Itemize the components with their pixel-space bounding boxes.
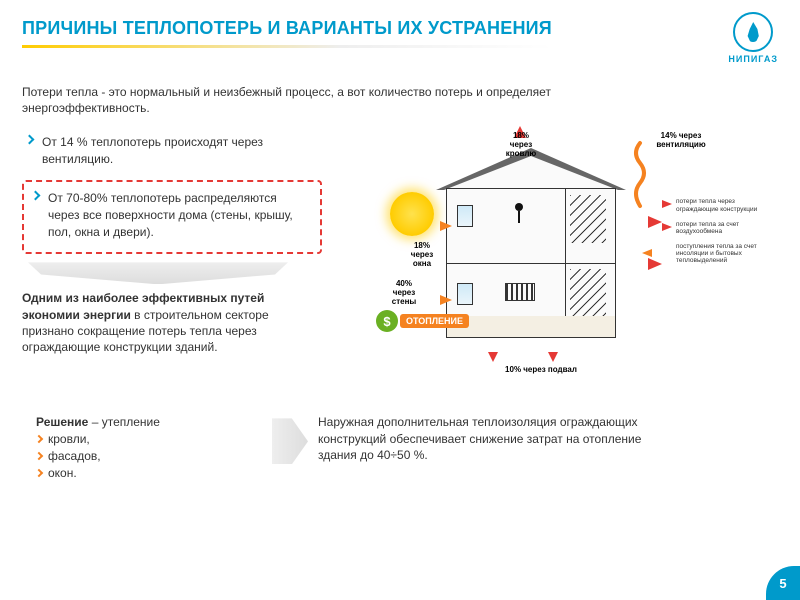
heating-badge: $ ОТОПЛЕНИЕ (376, 310, 469, 332)
solution-item-windows: окон. (36, 465, 262, 482)
highlighted-bullet-box: От 70-80% теплопотерь распределяются чер… (22, 180, 322, 254)
heating-pill-label: ОТОПЛЕНИЕ (400, 314, 469, 328)
label-walls: 40%черезстены (382, 280, 426, 306)
company-logo: НИПИГАЗ (728, 12, 778, 64)
chevron-icon (31, 191, 41, 201)
big-arrow-right-icon (272, 418, 308, 464)
chevron-icon (35, 435, 43, 443)
bottom-row: Решение – утепление кровли, фасадов, око… (22, 414, 778, 481)
person-icon (513, 203, 525, 227)
radiator-icon (505, 283, 535, 301)
right-column: 18%черезкровлю 14% черезвентиляцию 18%че… (332, 128, 778, 388)
label-roof: 18%черезкровлю (496, 132, 546, 158)
insolation-arrow-1 (412, 220, 452, 232)
legend-text-3: поступления тепла за счет инсоляции и бы… (676, 243, 760, 264)
bullet-envelope-text: От 70-80% теплопотерь распределяются чер… (48, 191, 293, 239)
legend-text-1: потери тепла через ограждающие конструкц… (676, 198, 760, 212)
flame-icon (733, 12, 773, 52)
solution-item-roof: кровли, (36, 431, 262, 448)
chevron-icon (35, 469, 43, 477)
solution-tail: – утепление (88, 415, 160, 429)
big-arrow-down-icon (28, 262, 288, 284)
staircase (565, 189, 611, 337)
effective-paragraph: Одним из наиболее эффективных путей экон… (22, 290, 322, 355)
title-wrap: ПРИЧИНЫ ТЕПЛОПОТЕРЬ И ВАРИАНТЫ ИХ УСТРАН… (22, 18, 552, 48)
header: ПРИЧИНЫ ТЕПЛОПОТЕРЬ И ВАРИАНТЫ ИХ УСТРАН… (22, 18, 778, 64)
diagram-legend: потери тепла через ограждающие конструкц… (642, 198, 760, 272)
logo-text: НИПИГАЗ (728, 54, 778, 64)
bullet-vent-text: От 14 % теплопотерь происходят через вен… (42, 135, 263, 166)
heat-arrow-basement (546, 334, 560, 362)
roof-inner-shape (444, 156, 618, 190)
chevron-icon (25, 135, 35, 145)
main-columns: От 14 % теплопотерь происходят через вен… (22, 128, 778, 388)
bullet-envelope: От 70-80% теплопотерь распределяются чер… (28, 184, 316, 246)
intro-text: Потери тепла - это нормальный и неизбежн… (22, 84, 582, 116)
legend-text-2: потери тепла за счет воздухообмена (676, 221, 760, 235)
legend-row-envelope: потери тепла через ограждающие конструкц… (642, 198, 760, 212)
left-column: От 14 % теплопотерь происходят через вен… (22, 128, 322, 388)
conclusion-text: Наружная дополнительная теплоизоляция ог… (318, 414, 678, 463)
solution-item-facade: фасадов, (36, 448, 262, 465)
label-vent: 14% черезвентиляцию (646, 132, 716, 150)
legend-row-insolation: поступления тепла за счет инсоляции и бы… (642, 243, 760, 264)
label-basement: 10% через подвал (486, 366, 596, 375)
solution-block: Решение – утепление кровли, фасадов, око… (22, 414, 262, 481)
page-title: ПРИЧИНЫ ТЕПЛОПОТЕРЬ И ВАРИАНТЫ ИХ УСТРАН… (22, 18, 552, 39)
legend-row-air: потери тепла за счет воздухообмена (642, 221, 760, 235)
window-upper (457, 205, 473, 227)
window-lower (457, 283, 473, 305)
chevron-icon (35, 452, 43, 460)
heat-loss-diagram: 18%черезкровлю 14% черезвентиляцию 18%че… (336, 128, 756, 388)
page-number-badge: 5 (766, 566, 800, 600)
page-number: 5 (779, 576, 786, 591)
money-icon: $ (376, 310, 398, 332)
basement (446, 316, 616, 338)
ventilation-pipe-icon (632, 138, 646, 202)
solution-lead: Решение (36, 415, 88, 429)
heat-arrow-basement-2 (486, 334, 500, 362)
label-windows: 18%черезокна (402, 242, 442, 268)
title-underline (22, 45, 552, 48)
bullet-ventilation: От 14 % теплопотерь происходят через вен… (22, 128, 322, 174)
solution-lead-line: Решение – утепление (36, 414, 262, 431)
